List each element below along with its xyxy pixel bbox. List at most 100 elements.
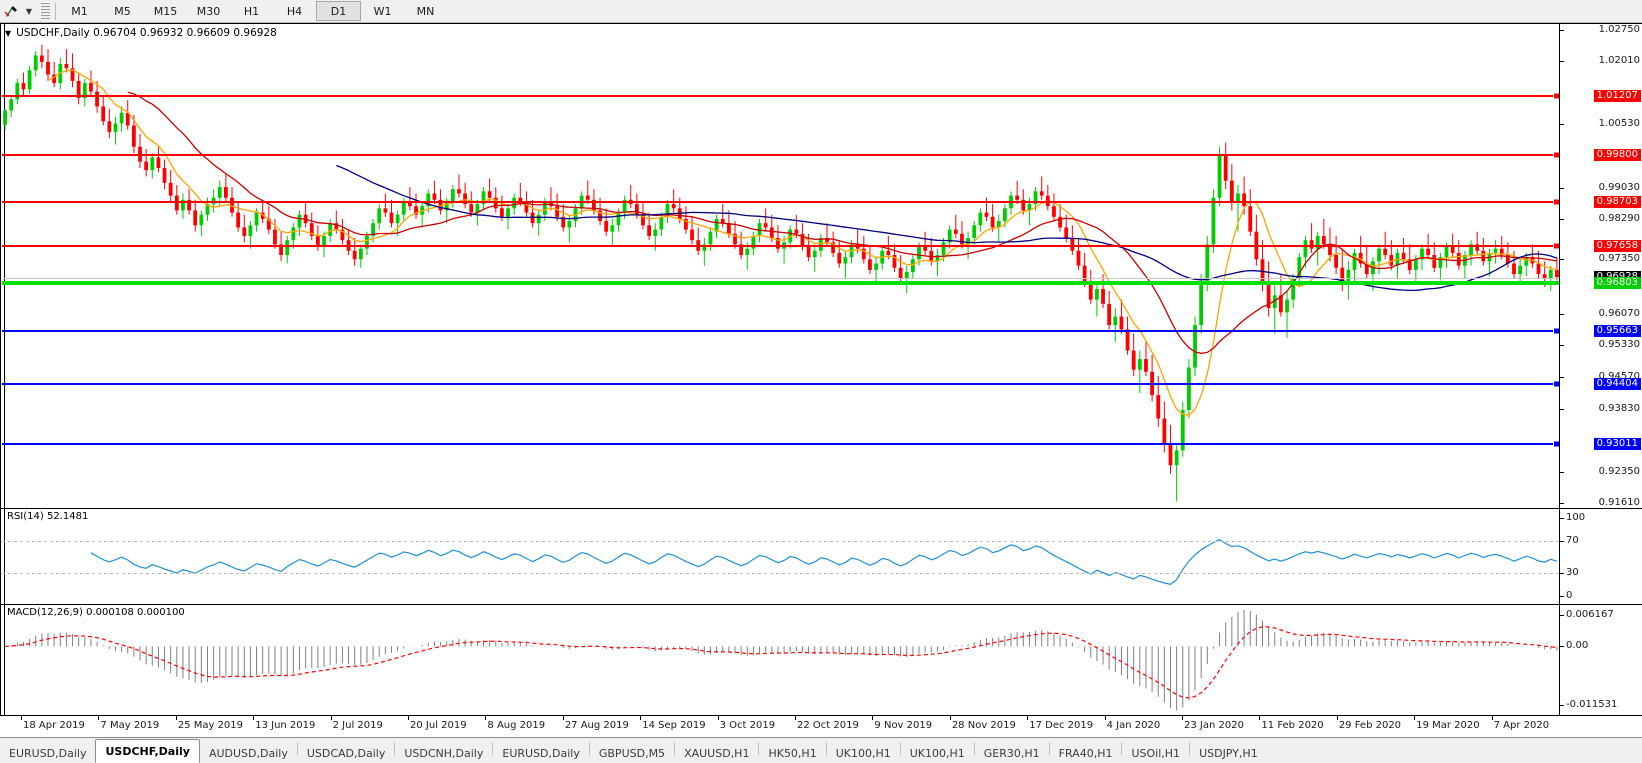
- macd-header: MACD(12,26,9) 0.000108 0.000100: [7, 607, 185, 618]
- tab-separator: [1189, 742, 1191, 755]
- date-tick: [408, 716, 410, 720]
- price-tag-resistance[interactable]: 0.99800: [1593, 149, 1641, 162]
- date-tick-label: 7 Apr 2020: [1493, 720, 1550, 731]
- level-line-current-price[interactable]: [2, 280, 1560, 285]
- price-tick: [1560, 61, 1564, 63]
- crosshair-cursor-icon[interactable]: [0, 2, 22, 20]
- timeframe-button-d1[interactable]: D1: [316, 1, 361, 21]
- tab-separator: [492, 742, 494, 755]
- date-tick-label: 29 Feb 2020: [1338, 720, 1402, 731]
- price-tag-resistance[interactable]: 0.97658: [1593, 240, 1641, 253]
- date-tick-label: 23 Jan 2020: [1184, 720, 1244, 731]
- timeframe-button-m30[interactable]: M30: [196, 4, 221, 18]
- date-tick: [1027, 716, 1029, 720]
- timeframe-button-m1[interactable]: M1: [71, 4, 88, 18]
- timeframe-button-h1[interactable]: H1: [243, 4, 260, 18]
- price-tick-label: 0.91610: [1598, 497, 1640, 508]
- drag-grip-icon[interactable]: [40, 2, 50, 20]
- chart-area[interactable]: ▼ USDCHF,Daily 0.96704 0.96932 0.96609 0…: [0, 23, 1642, 715]
- price-tick: [1560, 313, 1564, 315]
- date-tick-label: 11 Feb 2020: [1261, 720, 1324, 731]
- level-line-support[interactable]: [2, 383, 1560, 386]
- price-tick-label: 1.02750: [1598, 24, 1640, 35]
- pane-left-rule: [0, 24, 5, 508]
- macd-tick: [1560, 615, 1564, 616]
- rsi-pane[interactable]: RSI(14) 52.1481 100 70 30 0: [0, 509, 1642, 605]
- chart-tab-usdcad-daily[interactable]: USDCAD,Daily: [306, 746, 386, 760]
- date-tick: [485, 716, 487, 720]
- level-line-resistance[interactable]: [2, 245, 1560, 248]
- pane-left-rule: [0, 509, 5, 604]
- macd-plot[interactable]: [2, 605, 1560, 715]
- date-tick: [98, 716, 100, 720]
- chevron-down-icon[interactable]: ▼: [5, 28, 12, 38]
- rsi-level-30: [2, 572, 1560, 574]
- price-tag-current-price[interactable]: 0.96803: [1593, 276, 1641, 289]
- rsi-line: [90, 538, 1558, 585]
- rsi-tick: [1560, 518, 1564, 519]
- chart-tab-audusd-daily[interactable]: AUDUSD,Daily: [208, 746, 288, 760]
- level-line-resistance[interactable]: [2, 200, 1560, 203]
- rsi-tick-label: 100: [1566, 512, 1586, 523]
- chart-tab-usdjpy-h1[interactable]: USDJPY,H1: [1199, 746, 1258, 760]
- macd-tick-label: 0.00: [1566, 640, 1589, 652]
- chart-tab-fra40-h1[interactable]: FRA40,H1: [1058, 746, 1113, 760]
- price-axis[interactable]: 1.02750 1.02010 1.00530 0.99030 0.98290 0.973…: [1559, 24, 1642, 508]
- macd-axis: 0.006167 0.00 -0.011531: [1559, 605, 1642, 715]
- timeframe-button-h4[interactable]: H4: [286, 4, 303, 18]
- chart-tab-xauusd-h1[interactable]: XAUUSD,H1: [684, 746, 750, 760]
- timeframe-button-m15[interactable]: M15: [153, 4, 178, 18]
- date-tick-label: 2 Jul 2019: [332, 720, 383, 731]
- rsi-header: RSI(14) 52.1481: [7, 511, 89, 522]
- chart-tab-usoil-h1[interactable]: USOil,H1: [1131, 746, 1181, 760]
- price-tag-resistance[interactable]: 0.98703: [1593, 195, 1641, 208]
- price-tag-support[interactable]: 0.94404: [1593, 378, 1641, 391]
- date-tick-label: 25 May 2019: [177, 720, 244, 731]
- date-tick: [562, 716, 564, 720]
- rsi-axis: 100 70 30 0: [1559, 509, 1642, 604]
- price-tick-label: 1.00530: [1598, 118, 1640, 130]
- tab-separator: [1048, 742, 1050, 755]
- price-plot[interactable]: [2, 24, 1560, 508]
- macd-tick: [1560, 705, 1564, 706]
- chart-tab-usdcnh-daily[interactable]: USDCNH,Daily: [404, 746, 484, 760]
- price-tag-resistance[interactable]: 1.01207: [1593, 89, 1641, 102]
- chart-tab-usdchf-daily[interactable]: USDCHF,Daily: [95, 739, 200, 763]
- date-tick-label: 8 Aug 2019: [487, 720, 546, 731]
- tab-separator: [588, 742, 590, 755]
- date-tick-label: 9 Nov 2019: [874, 720, 933, 731]
- timeframe-button-w1[interactable]: W1: [373, 4, 392, 18]
- timeframe-button-mn[interactable]: MN: [416, 4, 435, 18]
- date-tick-label: 18 Apr 2019: [23, 720, 85, 731]
- chart-tab-hk50-h1[interactable]: HK50,H1: [768, 746, 817, 760]
- chart-tab-bar[interactable]: EURUSD,Daily USDCHF,Daily AUDUSD,Daily USDC…: [0, 737, 1642, 763]
- chart-tab-uk100-h1[interactable]: UK100,H1: [909, 746, 965, 760]
- chart-tab-ger30-h1[interactable]: GER30,H1: [983, 746, 1040, 760]
- price-tick: [1560, 219, 1564, 221]
- date-tick: [1259, 716, 1261, 720]
- level-line-resistance[interactable]: [2, 94, 1560, 97]
- level-line-support[interactable]: [2, 329, 1560, 332]
- chart-tab-uk100-h1[interactable]: UK100,H1: [835, 746, 891, 760]
- chart-header: ▼ USDCHF,Daily 0.96704 0.96932 0.96609 0…: [5, 27, 277, 39]
- price-tag-support[interactable]: 0.95663: [1593, 324, 1641, 337]
- price-pane[interactable]: ▼ USDCHF,Daily 0.96704 0.96932 0.96609 0…: [0, 24, 1642, 509]
- date-tick-label: 27 Aug 2019: [564, 720, 629, 731]
- rsi-plot[interactable]: [2, 509, 1560, 604]
- level-line-resistance[interactable]: [2, 154, 1560, 157]
- date-tick: [253, 716, 255, 720]
- macd-tick-label: -0.011531: [1566, 699, 1618, 710]
- price-tick: [1560, 408, 1564, 410]
- chart-tab-eurusd-daily[interactable]: EURUSD,Daily: [502, 746, 580, 760]
- level-line-support[interactable]: [2, 442, 1560, 445]
- chart-tab-eurusd-daily[interactable]: EURUSD,Daily: [9, 746, 87, 760]
- price-tick-label: 0.99030: [1598, 181, 1640, 193]
- date-tick: [1491, 716, 1493, 720]
- chart-tab-gbpusd-m5[interactable]: GBPUSD,M5: [598, 746, 666, 760]
- rsi-tick: [1560, 596, 1564, 597]
- timeframe-button-m5[interactable]: M5: [114, 4, 131, 18]
- price-tick: [1560, 503, 1564, 504]
- chevron-down-icon[interactable]: ▼: [25, 6, 33, 16]
- price-tag-support[interactable]: 0.93011: [1593, 437, 1641, 450]
- macd-pane[interactable]: MACD(12,26,9) 0.000108 0.000100 0.006167…: [0, 605, 1642, 715]
